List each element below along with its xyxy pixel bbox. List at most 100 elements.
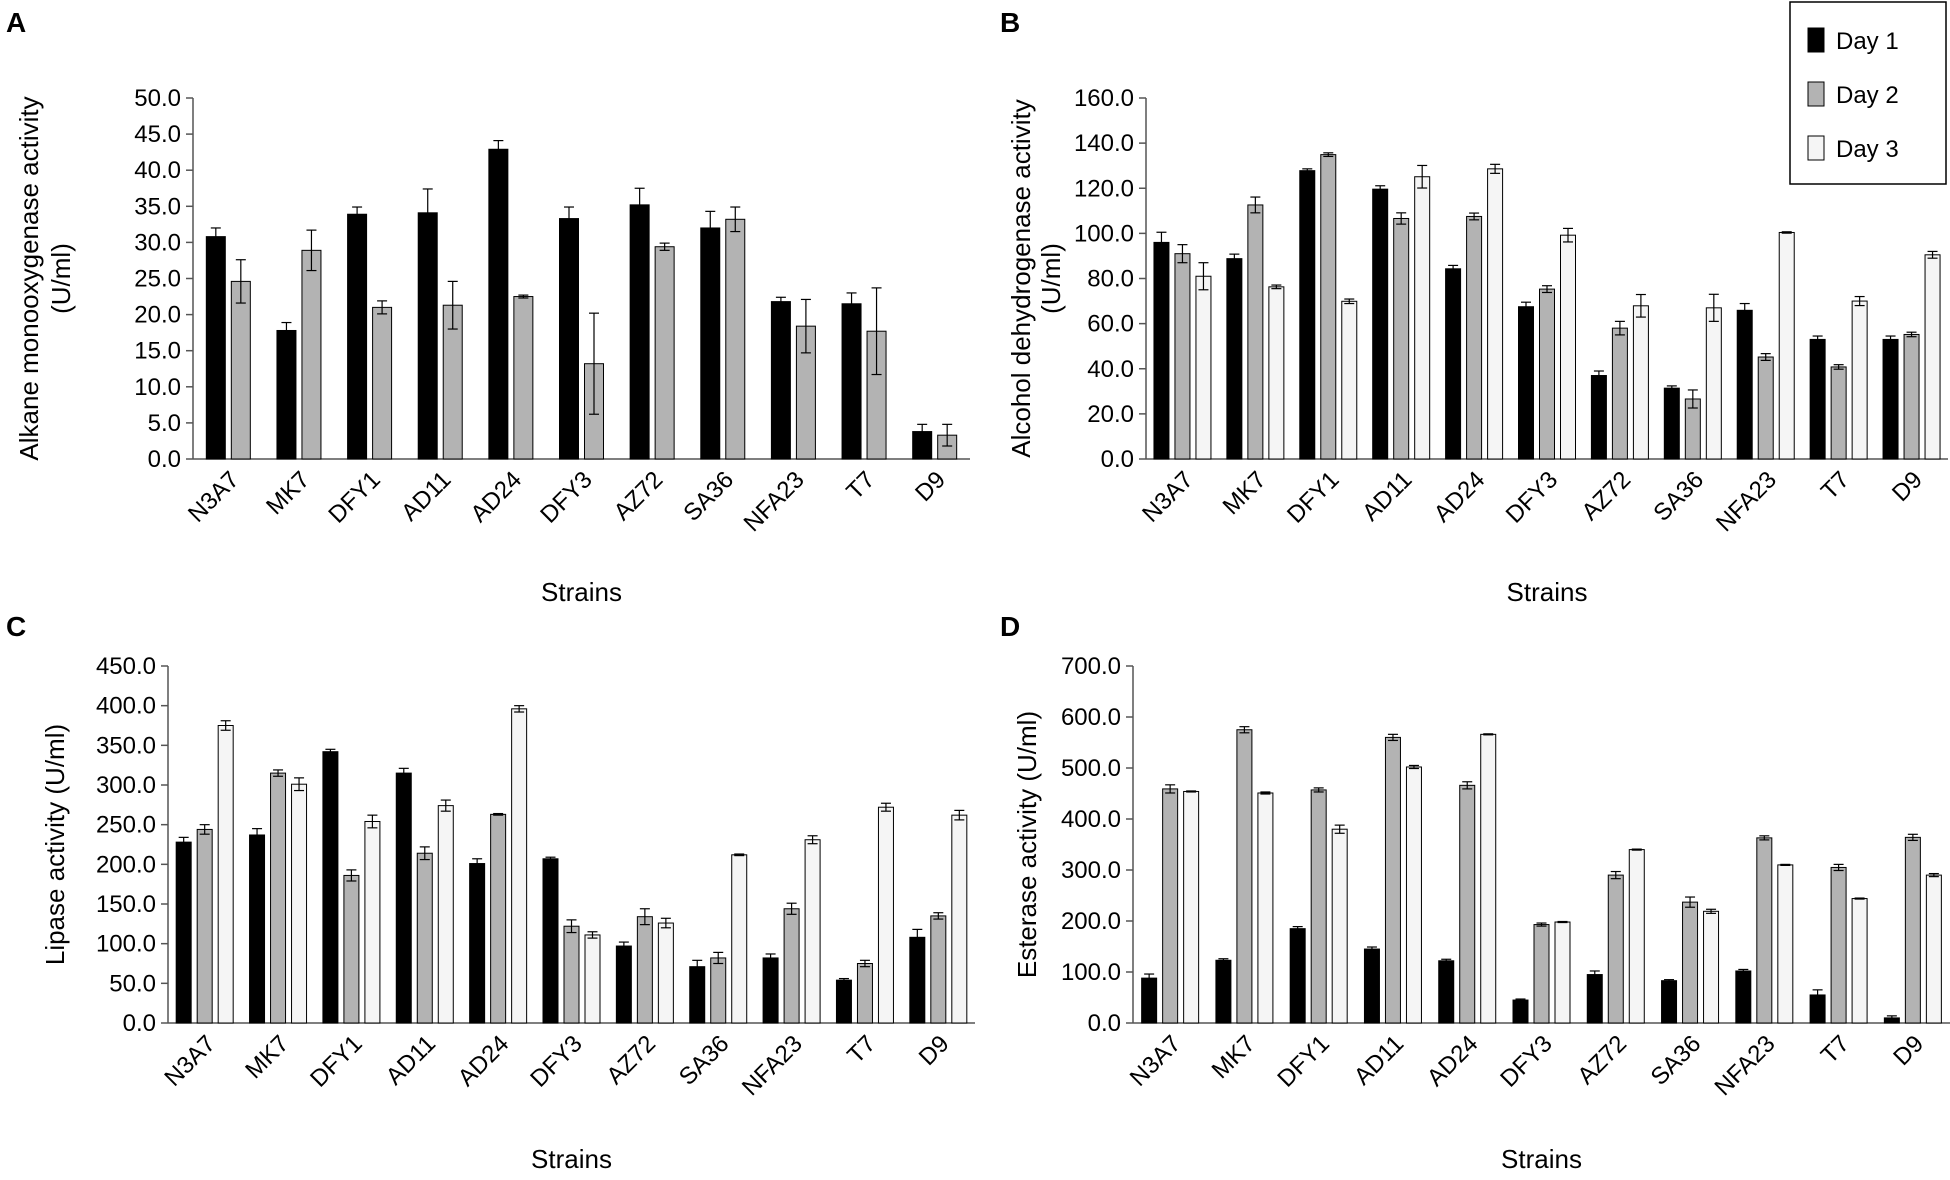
bar-day-1: [205, 236, 226, 460]
bar-day-1: [1299, 170, 1316, 460]
bar-day-2: [343, 874, 360, 1024]
bar-day-2: [1320, 154, 1337, 460]
bar-day-3: [1703, 910, 1720, 1024]
bar-day-2: [1757, 356, 1774, 460]
x-tick-label: D9: [1888, 1030, 1929, 1071]
bar-day-2: [725, 218, 746, 460]
x-tick-label: SA36: [678, 466, 739, 527]
bar-day-2: [856, 963, 873, 1024]
x-tick-label: DFY3: [535, 466, 597, 528]
panel-a-chart: 0.0 5.0 10.0 15.0 20.0 25.0 30.0 35.0 40.0 45.0 50…: [14, 85, 970, 607]
bar-day-2: [1310, 789, 1327, 1024]
bar-day-3: [731, 854, 748, 1024]
bar-day-2: [490, 813, 507, 1024]
x-tick-label: AD24: [466, 466, 528, 528]
y-axis-title: Lipase activity (U/ml): [40, 724, 70, 965]
bar-day-1: [629, 204, 650, 460]
legend: Day 1 Day 2 Day 3: [1789, 1, 1947, 185]
x-tick-label: NFA23: [1710, 1030, 1781, 1101]
y-tick-label: 700.0: [1061, 653, 1121, 680]
bar-day-2: [1466, 215, 1483, 460]
bar-day-3: [877, 806, 894, 1024]
x-tick-label: T7: [1816, 1030, 1855, 1069]
x-tick-label: MK7: [240, 1030, 294, 1084]
bar-day-2: [710, 957, 727, 1024]
bar-day-3: [951, 814, 968, 1024]
bar-day-3: [1183, 790, 1200, 1024]
bar-day-3: [1925, 874, 1942, 1024]
bar-day-3: [1331, 828, 1348, 1024]
bar-day-2: [1533, 924, 1550, 1024]
y-tick-label: 30.0: [134, 229, 181, 256]
y-axis-title: (U/ml): [46, 243, 76, 314]
x-tick-label: AD11: [396, 466, 456, 526]
y-tick-label: 150.0: [96, 891, 156, 918]
bar-day-2: [1903, 333, 1920, 460]
y-tick-label: 0.0: [148, 446, 181, 473]
x-tick-label: SA36: [674, 1030, 735, 1091]
bar-day-2: [1682, 901, 1699, 1024]
bar-day-1: [488, 148, 509, 460]
panel-d-chart: 0.0 100.0 200.0 300.0 400.0 500.0 600.0 700.0 N3…: [1012, 653, 1950, 1174]
bar-day-2: [1611, 327, 1628, 460]
x-tick-label: AZ72: [1572, 1030, 1632, 1090]
bar-day-1: [1363, 948, 1380, 1024]
legend-label: Day 3: [1836, 136, 1899, 163]
bar-day-2: [1830, 366, 1847, 460]
bar-day-3: [1778, 231, 1795, 460]
bar-day-3: [1777, 864, 1794, 1024]
y-tick-label: 120.0: [1074, 175, 1134, 202]
bar-day-2: [1904, 836, 1921, 1024]
bar-day-3: [1405, 766, 1422, 1024]
bar-day-2: [416, 852, 433, 1024]
y-tick-label: 20.0: [1087, 401, 1134, 428]
x-tick-label: MK7: [261, 466, 315, 520]
x-axis-title: Strains: [1501, 1144, 1582, 1174]
x-tick-label: D9: [914, 1030, 955, 1071]
x-tick-label: SA36: [1648, 466, 1709, 527]
bar-day-3: [1851, 300, 1868, 460]
panel-c-chart: 0.0 50.0 100.0 150.0 200.0 250.0 300.0 350.0 400…: [40, 653, 975, 1174]
x-tick-label: AZ72: [609, 466, 669, 526]
y-tick-label: 15.0: [134, 338, 181, 365]
y-tick-label: 140.0: [1074, 130, 1134, 157]
bar-day-2: [196, 828, 213, 1024]
bar-day-3: [1632, 305, 1649, 460]
y-tick-label: 25.0: [134, 266, 181, 293]
bar-day-3: [1705, 307, 1722, 460]
bar-day-1: [770, 301, 791, 460]
bar-day-2: [1459, 784, 1476, 1024]
bar-day-2: [1247, 204, 1264, 460]
bar-day-2: [563, 925, 580, 1024]
bar-day-1: [542, 858, 559, 1024]
bar-day-2: [1384, 736, 1401, 1024]
y-tick-label: 400.0: [1061, 806, 1121, 833]
x-tick-label: SA36: [1646, 1030, 1707, 1091]
x-tick-label: D9: [1887, 466, 1928, 507]
bar-day-3: [1257, 792, 1274, 1024]
x-tick-label: NFA23: [737, 1030, 808, 1101]
y-tick-label: 40.0: [134, 157, 181, 184]
legend-swatch: [1807, 27, 1825, 53]
bar-day-2: [1539, 288, 1555, 460]
x-tick-label: AD11: [1357, 466, 1417, 526]
x-tick-label: AD11: [1349, 1030, 1409, 1090]
legend-swatch: [1807, 81, 1825, 107]
bar-day-1: [1518, 306, 1534, 460]
x-tick-label: DFY1: [323, 466, 385, 528]
bar-day-1: [417, 212, 438, 460]
bar-day-2: [513, 296, 534, 460]
bar-day-1: [1215, 959, 1232, 1024]
bar-day-2: [230, 280, 251, 460]
bar-day-2: [783, 908, 800, 1024]
y-tick-label: 0.0: [1088, 1010, 1121, 1037]
x-tick-label: N3A7: [159, 1030, 221, 1092]
bar-day-1: [1882, 338, 1899, 460]
bar-day-1: [1512, 999, 1529, 1024]
y-tick-label: 0.0: [1101, 446, 1134, 473]
y-tick-label: 0.0: [123, 1010, 156, 1037]
panel-letter: A: [6, 7, 26, 38]
bar-day-1: [689, 966, 706, 1024]
bar-day-2: [654, 246, 675, 460]
y-axis-title: (U/ml): [1036, 243, 1066, 314]
